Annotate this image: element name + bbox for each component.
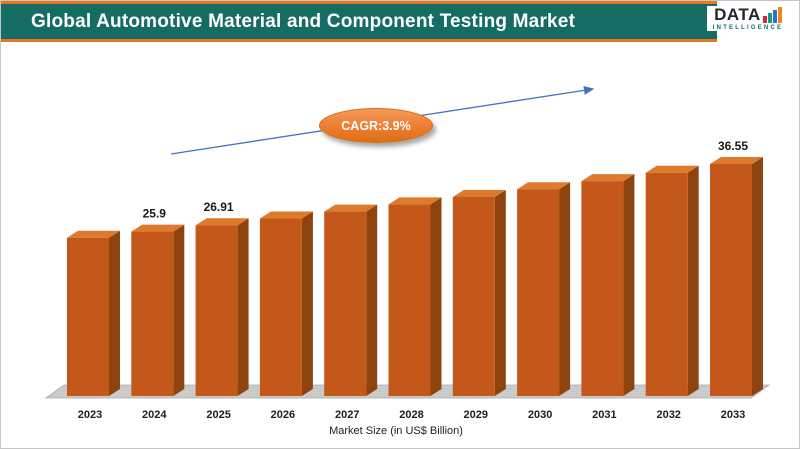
logo-bar xyxy=(777,7,782,23)
bar-side-face xyxy=(623,174,635,396)
bar-2027 xyxy=(324,204,378,396)
bar-front-face xyxy=(324,211,367,396)
x-axis-label-2024: 2024 xyxy=(142,409,167,421)
bar-front-face xyxy=(388,204,431,396)
bar-top-face xyxy=(710,157,763,164)
bar-top-face xyxy=(67,230,120,238)
logo-row: DATA xyxy=(714,6,782,23)
bar-2024 xyxy=(131,224,185,396)
bar-2028 xyxy=(388,197,442,396)
bar-front-face xyxy=(452,196,495,396)
bar-2033 xyxy=(710,157,763,396)
bar-2030 xyxy=(517,182,571,396)
bar-top-face xyxy=(195,218,249,226)
x-axis-label-2033: 2033 xyxy=(721,409,745,421)
x-axis-label-2028: 2028 xyxy=(399,409,423,421)
bar-front-face xyxy=(517,189,560,396)
bar-2029 xyxy=(452,189,506,396)
bar-top-face xyxy=(259,211,313,219)
bar-value-label: 26.91 xyxy=(204,200,234,214)
bar-side-face xyxy=(237,218,249,396)
logo-barchart-icon xyxy=(762,6,782,23)
bar-value-label: 36.55 xyxy=(718,139,748,153)
x-axis-label-2031: 2031 xyxy=(592,409,616,421)
x-axis-label-2030: 2030 xyxy=(528,409,552,421)
x-axis-label-2023: 2023 xyxy=(78,409,102,421)
bar-side-face xyxy=(752,157,763,396)
brand-logo: DATA INTELLIGENCE xyxy=(707,6,789,31)
bar-front-face xyxy=(259,218,302,396)
bar-top-face xyxy=(131,224,185,232)
x-axis-label-2025: 2025 xyxy=(206,409,230,421)
bar-top-face xyxy=(517,182,571,190)
bar-top-face xyxy=(581,174,635,182)
bar-side-face xyxy=(494,189,506,396)
bar-front-face xyxy=(195,225,238,396)
bar-2023 xyxy=(67,230,120,396)
bar-side-face xyxy=(109,230,120,396)
header-bar: Global Automotive Material and Component… xyxy=(1,1,717,42)
bar-2026 xyxy=(259,211,313,396)
logo-bar xyxy=(772,10,777,23)
bar-side-face xyxy=(173,224,185,396)
x-axis-title: Market Size (in US$ Billion) xyxy=(329,425,463,437)
bar-2031 xyxy=(581,174,635,396)
bar-front-face xyxy=(645,172,688,396)
logo-wordmark: DATA xyxy=(714,5,761,24)
x-axis-label-2032: 2032 xyxy=(656,409,680,421)
bar-top-face xyxy=(324,204,378,212)
logo-bar xyxy=(767,13,772,23)
bar-side-face xyxy=(301,211,313,396)
bar-front-face xyxy=(581,181,624,396)
bar-front-face xyxy=(710,164,752,396)
bar-front-face xyxy=(67,237,109,396)
bar-2032 xyxy=(645,165,699,396)
bar-top-face xyxy=(452,189,506,197)
bar-top-face xyxy=(645,165,699,173)
x-axis-label-2027: 2027 xyxy=(335,409,359,421)
cagr-badge: CAGR:3.9% xyxy=(319,108,433,143)
x-axis-label-2026: 2026 xyxy=(271,409,295,421)
logo-bar xyxy=(762,16,767,23)
bar-side-face xyxy=(430,197,442,396)
bar-top-face xyxy=(388,197,442,205)
x-axis-label-2029: 2029 xyxy=(464,409,488,421)
page-title: Global Automotive Material and Component… xyxy=(31,10,576,32)
bar-value-label: 25.9 xyxy=(143,207,167,221)
bar-side-face xyxy=(559,182,571,396)
bar-side-face xyxy=(366,204,378,396)
bar-side-face xyxy=(687,165,699,396)
bar-front-face xyxy=(131,231,174,396)
logo-subtitle: INTELLIGENCE xyxy=(712,25,784,31)
bar-2025 xyxy=(195,218,249,396)
